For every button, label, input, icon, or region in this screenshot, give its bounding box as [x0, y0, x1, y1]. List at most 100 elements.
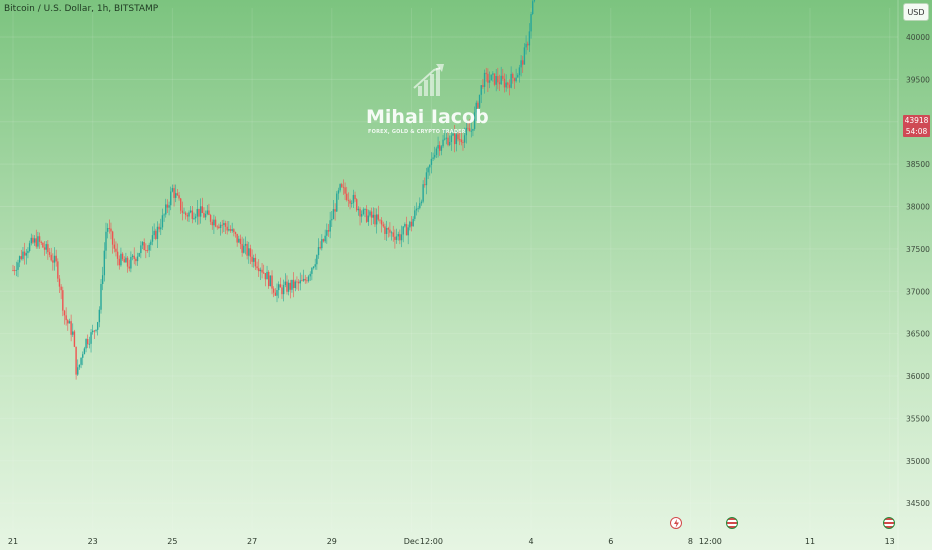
- candle-body: [194, 216, 197, 219]
- candle-body: [326, 230, 328, 236]
- x-tick-label: 27: [247, 537, 257, 546]
- candle-body: [412, 218, 414, 227]
- growth-logo-icon: [413, 64, 444, 96]
- x-tick-label: 25: [167, 537, 177, 546]
- candle-body: [483, 72, 486, 87]
- candle-body: [101, 275, 104, 284]
- candle-body: [307, 276, 310, 282]
- candle-body: [488, 80, 491, 83]
- candle-body: [286, 281, 288, 292]
- x-tick-label: 13: [885, 537, 895, 546]
- candle-body: [35, 238, 37, 247]
- candle-body: [98, 309, 101, 323]
- candle-body: [475, 102, 477, 113]
- candle-body: [18, 256, 21, 263]
- candle-body: [306, 280, 308, 282]
- candle-body: [244, 243, 247, 246]
- candle-body: [309, 273, 311, 277]
- candle-body: [532, 1, 534, 15]
- candle-body: [188, 212, 190, 217]
- candle-body: [261, 269, 263, 273]
- candle-body: [68, 321, 71, 324]
- candle-body: [15, 269, 18, 271]
- candle-body: [375, 214, 378, 225]
- candle-body: [214, 219, 217, 227]
- candle-body: [161, 215, 164, 228]
- candle-body: [497, 76, 499, 83]
- candle-body: [153, 230, 155, 236]
- candle-body: [425, 172, 428, 186]
- candle-body: [73, 331, 76, 347]
- candle-body: [67, 320, 69, 324]
- candle-body: [50, 254, 52, 261]
- candle-body: [304, 278, 306, 281]
- x-tick-label: 11: [805, 537, 815, 546]
- candle-body: [150, 241, 152, 245]
- candle-body: [525, 43, 527, 48]
- candle-body: [429, 164, 431, 168]
- candle-body: [58, 278, 61, 287]
- candle-body: [156, 226, 159, 239]
- candle-body: [460, 139, 463, 143]
- candle-body: [141, 242, 144, 246]
- candle-body: [27, 250, 29, 254]
- candle-body: [241, 244, 243, 253]
- candle-body: [264, 273, 267, 280]
- candle-body: [282, 285, 285, 295]
- candle-body: [351, 203, 353, 204]
- candle-body: [445, 137, 448, 139]
- candle-body: [314, 264, 316, 267]
- candle-body: [444, 138, 446, 140]
- candle-body: [462, 142, 464, 143]
- candle-body: [341, 184, 343, 187]
- flag-event-icon[interactable]: [883, 517, 895, 529]
- candle-body: [452, 133, 454, 136]
- candle-body: [126, 257, 129, 267]
- candle-body: [93, 330, 96, 332]
- candle-body: [224, 223, 227, 227]
- candle-body: [80, 357, 82, 365]
- candle-body: [123, 259, 125, 263]
- candle-body: [133, 255, 135, 259]
- candle-body: [92, 330, 94, 333]
- watermark-name: Mihai Iacob: [366, 106, 489, 128]
- candle-body: [347, 199, 350, 201]
- candle-body: [208, 210, 210, 215]
- candle-body: [95, 329, 97, 331]
- candle-body: [239, 238, 242, 245]
- candle-body: [387, 228, 389, 230]
- candle-body: [379, 219, 381, 221]
- candle-body: [485, 72, 487, 74]
- x-tick-label: 12:00: [699, 537, 722, 546]
- candle-body: [254, 257, 257, 267]
- y-tick-label: 39500: [906, 75, 930, 84]
- candle-body: [52, 260, 54, 263]
- currency-button[interactable]: USD: [903, 3, 929, 21]
- flash-event-icon[interactable]: [670, 517, 682, 529]
- y-tick-label: 36000: [906, 372, 930, 381]
- candle-body: [515, 77, 517, 82]
- candle-body: [442, 139, 444, 147]
- candle-body: [322, 239, 325, 242]
- candle-body: [87, 339, 89, 345]
- candle-body: [28, 243, 31, 251]
- candle-body: [20, 256, 23, 259]
- candle-body: [394, 236, 396, 240]
- candle-body: [380, 220, 383, 225]
- candle-body: [287, 282, 290, 292]
- candle-body: [196, 208, 199, 217]
- candle-body: [65, 315, 67, 321]
- symbol-title: Bitcoin / U.S. Dollar, 1h, BITSTAMP: [4, 4, 159, 14]
- candle-body: [324, 235, 326, 242]
- flag-event-icon[interactable]: [726, 517, 738, 529]
- candle-body: [72, 331, 74, 335]
- candle-body: [30, 237, 32, 244]
- y-tick-label: 35500: [906, 414, 930, 423]
- y-tick-label: 38000: [906, 203, 930, 212]
- candle-body: [337, 190, 340, 194]
- candle-body: [268, 271, 270, 287]
- y-tick-label: 37500: [906, 245, 930, 254]
- candle-body: [422, 184, 424, 202]
